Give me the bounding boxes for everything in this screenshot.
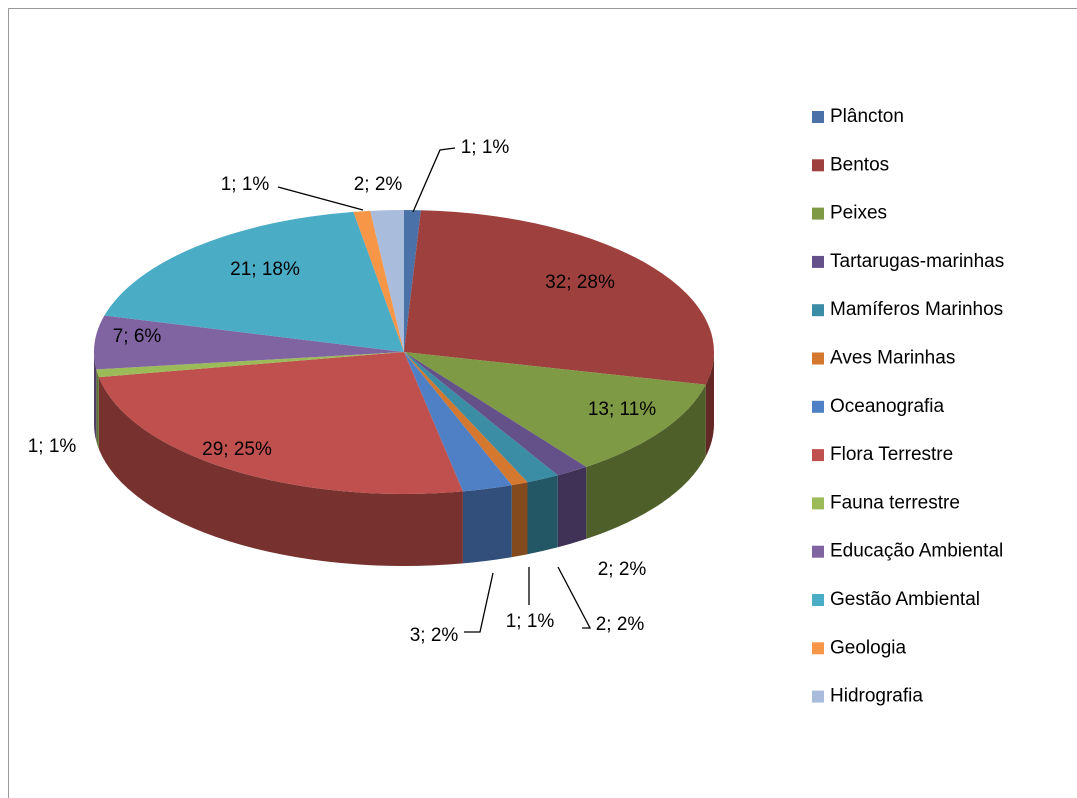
data-label: 1; 1%	[506, 611, 555, 632]
slice	[404, 352, 512, 492]
legend-label: Gestão Ambiental	[830, 589, 980, 610]
data-label: 2; 2%	[354, 174, 403, 195]
legend-label: Aves Marinhas	[830, 348, 955, 369]
legend-swatch	[812, 497, 824, 510]
slice	[96, 352, 404, 378]
slice	[404, 352, 706, 467]
legend-label: Bentos	[830, 154, 889, 175]
slice	[404, 210, 421, 352]
data-label: 32; 28%	[545, 272, 615, 293]
slice	[404, 352, 558, 483]
legend-label: Mamíferos Marinhos	[830, 299, 1003, 320]
legend-swatch	[812, 352, 824, 365]
slice	[404, 352, 528, 486]
data-label: 2; 2%	[596, 614, 645, 635]
leader-line	[464, 572, 494, 633]
data-label: 1; 1%	[221, 174, 270, 195]
slice-side	[557, 466, 587, 548]
slice-side	[462, 485, 512, 564]
legend-swatch	[812, 594, 824, 606]
slice	[370, 210, 404, 352]
legend-label: Hidrografia	[830, 686, 923, 707]
data-label: 2; 2%	[598, 559, 647, 580]
slice	[404, 352, 587, 476]
legend-label: Fauna terrestre	[830, 492, 960, 513]
legend-swatch	[812, 642, 824, 655]
legend-swatch	[812, 159, 824, 172]
leader-line	[412, 147, 456, 213]
data-label: 1; 1%	[461, 137, 510, 158]
legend-label: Tartarugas-marinhas	[830, 251, 1004, 272]
legend-label: Peixes	[830, 203, 887, 224]
slice-side	[586, 384, 706, 539]
legend-swatch	[812, 400, 824, 413]
data-label: 13; 11%	[588, 399, 656, 420]
legend-label: Flora Terrestre	[830, 444, 953, 465]
legend-swatch	[812, 255, 824, 268]
legend-swatch	[812, 111, 824, 123]
legend-label: Plâncton	[830, 106, 904, 127]
leader-line	[557, 566, 592, 629]
data-label: 29; 25%	[202, 439, 272, 460]
legend-swatch	[812, 449, 824, 462]
slice-side	[511, 482, 528, 558]
slice	[404, 210, 715, 385]
legend-label: Oceanografia	[830, 396, 945, 417]
legend-swatch	[812, 304, 824, 317]
slice-side	[98, 377, 463, 566]
slice-side	[96, 369, 99, 450]
leader-line	[277, 186, 364, 211]
slice	[94, 315, 404, 370]
slice	[353, 210, 404, 352]
slice-side	[94, 352, 97, 442]
data-label: 1; 1%	[28, 436, 77, 457]
data-label: 7; 6%	[113, 326, 162, 347]
slice	[98, 352, 463, 494]
slice-side	[527, 475, 558, 555]
slice	[104, 211, 405, 352]
data-label: 3; 2%	[410, 625, 459, 646]
legend-swatch	[812, 207, 824, 220]
slice-side	[705, 352, 714, 457]
legend-label: Educação Ambiental	[830, 541, 1003, 562]
legend-swatch	[812, 545, 824, 558]
legend-label: Geologia	[830, 637, 906, 658]
data-label: 21; 18%	[230, 259, 300, 280]
legend-swatch	[812, 690, 824, 703]
